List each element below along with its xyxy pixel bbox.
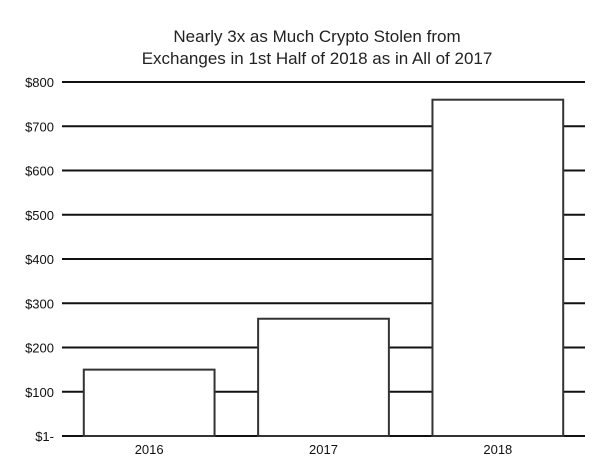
y-tick-label: $800 xyxy=(25,75,54,90)
bar xyxy=(82,368,216,437)
bar xyxy=(257,317,390,437)
chart-title-line-1: Nearly 3x as Much Crypto Stolen from xyxy=(173,27,460,46)
chart-title-line-2: Exchanges in 1st Half of 2018 as in All … xyxy=(142,49,493,68)
y-tick-label: $100 xyxy=(25,385,54,400)
x-tick-label: 2017 xyxy=(309,442,338,457)
y-tick-label: $400 xyxy=(25,252,54,267)
chart-title: Nearly 3x as Much Crypto Stolen from Exc… xyxy=(142,27,493,68)
bar xyxy=(431,98,565,437)
y-tick-label: $300 xyxy=(25,296,54,311)
x-axis-category-labels: 2016 2017 2018 xyxy=(135,442,513,457)
x-tick-label: 2016 xyxy=(135,442,164,457)
bars xyxy=(82,98,565,437)
y-axis-tick-labels: $1- $100 $200 $300 $400 $500 $600 $700 $800 xyxy=(25,75,54,444)
y-tick-label: $500 xyxy=(25,208,54,223)
y-tick-label: $600 xyxy=(25,164,54,179)
y-tick-label: $700 xyxy=(25,119,54,134)
y-tick-label: $200 xyxy=(25,341,54,356)
x-tick-label: 2018 xyxy=(483,442,512,457)
y-tick-label: $1- xyxy=(35,429,54,444)
